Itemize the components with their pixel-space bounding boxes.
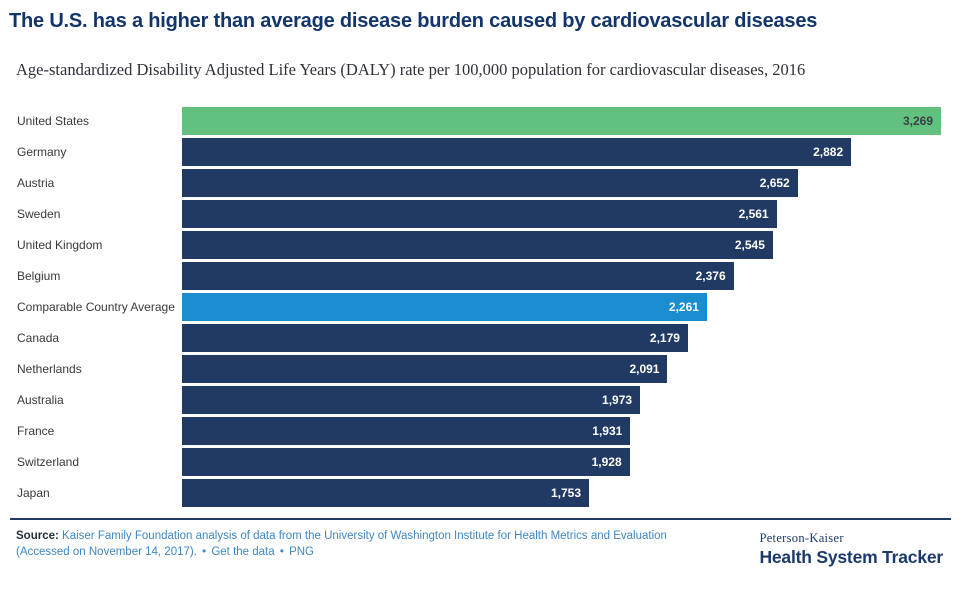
footer-divider [10,518,951,520]
value-label: 2,261 [668,300,699,314]
bar-track: 1,931 [182,417,941,445]
bar-track: 2,376 [182,262,941,290]
bar-track: 2,882 [182,138,941,166]
get-the-data-link[interactable]: Get the data [211,545,275,558]
bar-track: 1,753 [182,479,941,507]
bar-germany[interactable]: 2,882 [182,138,852,166]
value-label: 3,269 [902,114,933,128]
value-label: 2,376 [695,269,726,283]
chart-row: Germany 2,882 [0,138,961,166]
bar-track: 2,652 [182,169,941,197]
value-label: 2,545 [734,238,765,252]
bar-japan[interactable]: 1,753 [182,479,589,507]
value-label: 2,652 [759,176,790,190]
bar-track: 2,545 [182,231,941,259]
chart-row: France 1,931 [0,417,961,445]
bar-australia[interactable]: 1,973 [182,386,641,414]
bar-track: 2,179 [182,324,941,352]
chart-row: Comparable Country Average 2,261 [0,293,961,321]
bar-united-states[interactable]: 3,269 [182,107,941,135]
footer: Source: Kaiser Family Foundation analysi… [0,520,961,568]
chart-row: Australia 1,973 [0,386,961,414]
chart-row: Japan 1,753 [0,479,961,507]
source-prefix: Source: [16,530,59,542]
bar-austria[interactable]: 2,652 [182,169,798,197]
chart-subtitle: Age-standardized Disability Adjusted Lif… [16,60,806,79]
value-label: 2,561 [738,207,769,221]
category-label-comparable-country-average: Comparable Country Average [17,300,175,314]
bar-belgium[interactable]: 2,376 [182,262,734,290]
category-label-sweden: Sweden [17,207,61,221]
category-label-united-kingdom: United Kingdom [17,238,103,252]
health-system-tracker-logo: Peterson-Kaiser Health System Tracker [759,531,943,568]
category-label-austria: Austria [17,176,55,190]
chart-row: Sweden 2,561 [0,200,961,228]
chart-row: Switzerland 1,928 [0,448,961,476]
source-link[interactable]: Kaiser Family Foundation analysis of dat… [16,530,667,558]
bar-canada[interactable]: 2,179 [182,324,688,352]
chart-row: Austria 2,652 [0,169,961,197]
category-label-belgium: Belgium [17,269,61,283]
bar-netherlands[interactable]: 2,091 [182,355,668,383]
category-label-australia: Australia [17,393,64,407]
chart-row: Canada 2,179 [0,324,961,352]
separator-dot: • [279,545,284,558]
source-text: Source: Kaiser Family Foundation analysi… [16,529,696,560]
logo-health-system-tracker: Health System Tracker [759,547,943,567]
category-label-united-states: United States [17,114,90,128]
value-label: 1,931 [592,424,623,438]
chart-row: United Kingdom 2,545 [0,231,961,259]
value-label: 2,882 [813,145,844,159]
chart-row: Belgium 2,376 [0,262,961,290]
bar-switzerland[interactable]: 1,928 [182,448,630,476]
category-label-japan: Japan [17,486,50,500]
chart-row: United States 3,269 [0,107,961,135]
category-label-france: France [17,424,55,438]
png-link[interactable]: PNG [289,545,314,558]
bar-track: 1,973 [182,386,941,414]
bar-france[interactable]: 1,931 [182,417,631,445]
bar-comparable-country-average[interactable]: 2,261 [182,293,707,321]
category-label-canada: Canada [17,331,60,345]
bar-track: 3,269 [182,107,941,135]
category-label-germany: Germany [17,145,67,159]
value-label: 1,928 [591,455,622,469]
bar-track: 2,261 [182,293,941,321]
value-label: 1,753 [550,486,581,500]
separator-dot: • [202,545,207,558]
bar-track: 1,928 [182,448,941,476]
bar-track: 2,561 [182,200,941,228]
bar-chart: United States 3,269 Germany 2,882 Austria 2,6… [0,107,961,507]
category-label-netherlands: Netherlands [17,362,82,376]
bar-sweden[interactable]: 2,561 [182,200,777,228]
value-label: 2,091 [629,362,660,376]
value-label: 1,973 [602,393,633,407]
chart-row: Netherlands 2,091 [0,355,961,383]
page-title: The U.S. has a higher than average disea… [9,10,818,32]
category-label-switzerland: Switzerland [17,455,80,469]
bar-track: 2,091 [182,355,941,383]
bar-united-kingdom[interactable]: 2,545 [182,231,773,259]
logo-peterson-kaiser: Peterson-Kaiser [759,531,844,545]
value-label: 2,179 [649,331,680,345]
